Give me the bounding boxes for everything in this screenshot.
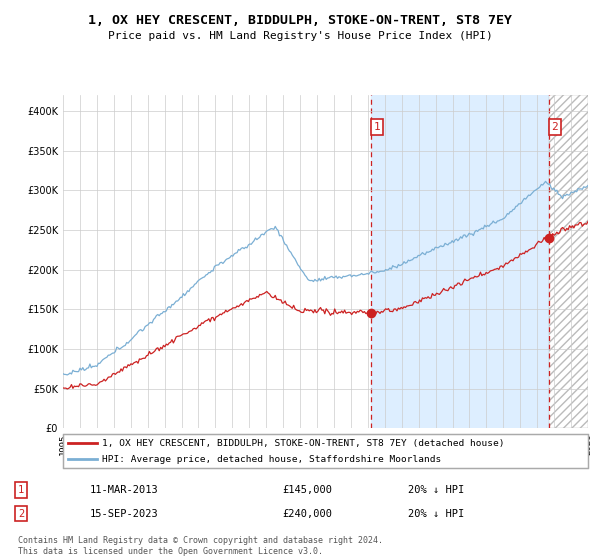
Text: 11-MAR-2013: 11-MAR-2013 xyxy=(90,485,159,495)
Text: 2: 2 xyxy=(551,122,559,132)
Text: 1: 1 xyxy=(374,122,380,132)
Text: £145,000: £145,000 xyxy=(282,485,332,495)
Text: 1, OX HEY CRESCENT, BIDDULPH, STOKE-ON-TRENT, ST8 7EY: 1, OX HEY CRESCENT, BIDDULPH, STOKE-ON-T… xyxy=(88,14,512,27)
Text: 20% ↓ HPI: 20% ↓ HPI xyxy=(408,485,464,495)
Bar xyxy=(371,95,549,428)
Text: 1, OX HEY CRESCENT, BIDDULPH, STOKE-ON-TRENT, ST8 7EY (detached house): 1, OX HEY CRESCENT, BIDDULPH, STOKE-ON-T… xyxy=(103,439,505,448)
Text: 1: 1 xyxy=(18,485,24,495)
Text: Price paid vs. HM Land Registry's House Price Index (HPI): Price paid vs. HM Land Registry's House … xyxy=(107,31,493,41)
Bar xyxy=(549,95,588,428)
Text: Contains HM Land Registry data © Crown copyright and database right 2024.
This d: Contains HM Land Registry data © Crown c… xyxy=(18,536,383,556)
Text: 2: 2 xyxy=(18,508,24,519)
Text: 15-SEP-2023: 15-SEP-2023 xyxy=(90,508,159,519)
Text: 20% ↓ HPI: 20% ↓ HPI xyxy=(408,508,464,519)
Text: £240,000: £240,000 xyxy=(282,508,332,519)
Bar xyxy=(549,95,588,428)
Text: HPI: Average price, detached house, Staffordshire Moorlands: HPI: Average price, detached house, Staf… xyxy=(103,455,442,464)
